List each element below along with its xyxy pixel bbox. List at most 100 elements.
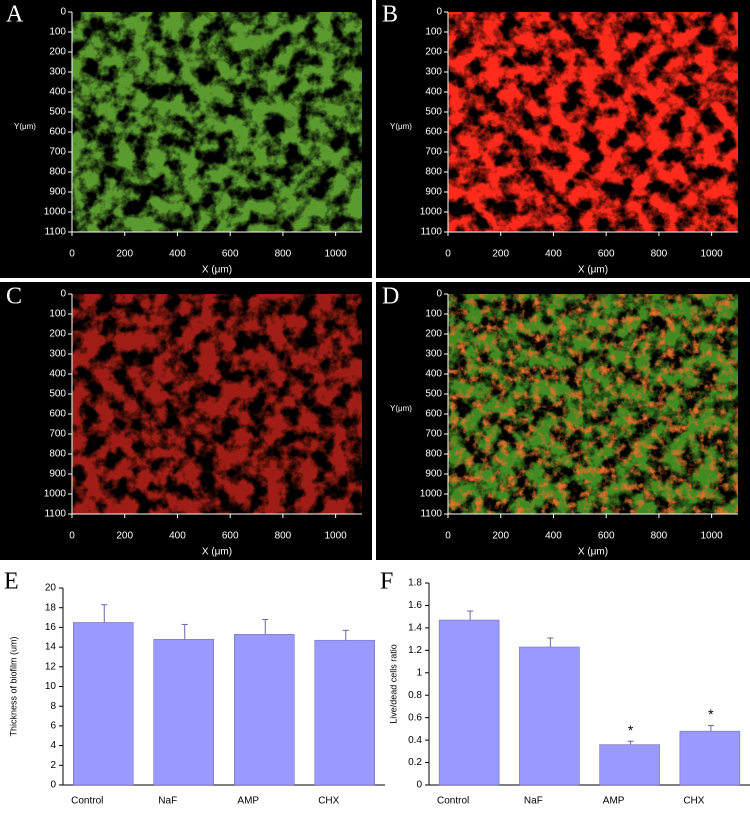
x-tick-label: 800 <box>275 249 292 260</box>
y-tick-label: 14 <box>45 642 57 653</box>
x-tick-label: 600 <box>222 249 239 260</box>
y-tick-label: 1 <box>416 667 422 678</box>
y-tick-label: 1100 <box>44 509 66 520</box>
error-bar <box>262 619 269 635</box>
panel-letter: E <box>4 569 19 595</box>
x-axis-label: X (μm) <box>202 265 232 276</box>
x-axis-label: X (μm) <box>578 547 608 558</box>
y-tick-label: 6 <box>50 721 56 732</box>
y-tick-label: 300 <box>49 67 66 78</box>
error-bar <box>627 740 634 745</box>
error-bar <box>467 610 474 621</box>
x-tick-label: CHX <box>318 796 339 807</box>
y-tick-label: 0.6 <box>408 712 422 723</box>
y-tick-label: 1000 <box>44 489 67 500</box>
y-tick-label: 200 <box>49 329 66 340</box>
x-axis-label: X (μm) <box>578 265 608 276</box>
y-tick-label: 4 <box>50 740 56 751</box>
y-tick-label: 900 <box>425 469 442 480</box>
y-tick-label: 800 <box>425 449 442 460</box>
micrograph <box>72 294 362 514</box>
y-tick-label: 1100 <box>44 227 66 238</box>
y-tick-label: 400 <box>425 87 442 98</box>
y-tick-label: 18 <box>45 602 57 613</box>
y-axis-label: Y(μm) <box>390 404 412 413</box>
y-tick-label: 1.4 <box>408 623 422 634</box>
bar <box>314 639 375 786</box>
x-tick-label: 200 <box>116 249 133 260</box>
x-tick-label: 400 <box>545 249 562 260</box>
y-tick-label: 500 <box>49 107 66 118</box>
y-tick-label: 1100 <box>420 227 442 238</box>
y-tick-label: 400 <box>49 87 66 98</box>
y-tick-label: 8 <box>50 701 56 712</box>
y-tick-label: 0.8 <box>408 690 422 701</box>
x-tick-label: 0 <box>445 531 451 542</box>
y-tick-label: 900 <box>49 187 66 198</box>
y-tick-label: 20 <box>45 583 57 594</box>
panel-letter: B <box>382 2 398 28</box>
y-tick-label: 1000 <box>420 489 443 500</box>
micrograph <box>72 12 362 232</box>
x-axis-label: X (μm) <box>202 547 232 558</box>
y-tick-label: 0.4 <box>408 735 422 746</box>
y-tick-label: 800 <box>49 167 66 178</box>
panel-letter: C <box>6 284 22 310</box>
error-bar <box>342 629 349 641</box>
y-tick-label: 500 <box>425 107 442 118</box>
error-bar <box>707 725 714 732</box>
y-tick-label: 2 <box>50 760 56 771</box>
x-tick-label: Control <box>437 796 469 807</box>
x-tick-label: 800 <box>651 249 668 260</box>
x-tick-label: 1000 <box>325 249 348 260</box>
y-tick-label: 0 <box>416 780 422 791</box>
micrograph <box>448 294 738 514</box>
x-tick-label: 400 <box>169 531 186 542</box>
x-tick-label: 600 <box>598 249 615 260</box>
x-tick-label: 200 <box>116 531 133 542</box>
y-tick-label: 100 <box>49 309 66 320</box>
y-tick-label: 400 <box>49 369 66 380</box>
x-tick-label: AMP <box>237 796 259 807</box>
y-tick-label: 0 <box>60 289 66 300</box>
bar <box>73 622 134 786</box>
bar <box>438 619 500 786</box>
micrograph <box>448 12 738 232</box>
x-tick-label: Control <box>71 796 103 807</box>
x-tick-label: 400 <box>169 249 186 260</box>
y-tick-label: 200 <box>425 329 442 340</box>
panel-letter: D <box>382 284 399 310</box>
x-tick-label: NaF <box>158 796 177 807</box>
y-tick-label: 16 <box>45 622 57 633</box>
bar <box>234 634 295 786</box>
y-tick-label: 0 <box>436 289 442 300</box>
x-tick-label: 1000 <box>325 531 348 542</box>
x-tick-label: 0 <box>69 531 75 542</box>
bar <box>679 730 741 786</box>
y-tick-label: 600 <box>49 127 66 138</box>
y-tick-label: 600 <box>49 409 66 420</box>
y-tick-label: 100 <box>425 309 442 320</box>
y-tick-label: 10 <box>45 681 57 692</box>
y-axis-label: Thickness of biofilm (um) <box>8 636 18 736</box>
y-axis-label: Y(μm) <box>14 122 36 131</box>
significance-mark: * <box>628 722 634 738</box>
y-tick-label: 1000 <box>44 207 67 218</box>
error-bar <box>181 623 188 640</box>
x-tick-label: 800 <box>275 531 292 542</box>
x-tick-label: 600 <box>598 531 615 542</box>
y-tick-label: 700 <box>425 429 442 440</box>
x-tick-label: 1000 <box>701 249 724 260</box>
bar <box>599 744 660 786</box>
y-tick-label: 1000 <box>420 207 443 218</box>
y-tick-label: 300 <box>425 67 442 78</box>
y-axis-label: Live/dead cells ratio <box>388 644 398 724</box>
y-tick-label: 600 <box>425 409 442 420</box>
y-tick-label: 200 <box>425 47 442 58</box>
y-tick-label: 100 <box>425 27 442 38</box>
y-tick-label: 900 <box>425 187 442 198</box>
